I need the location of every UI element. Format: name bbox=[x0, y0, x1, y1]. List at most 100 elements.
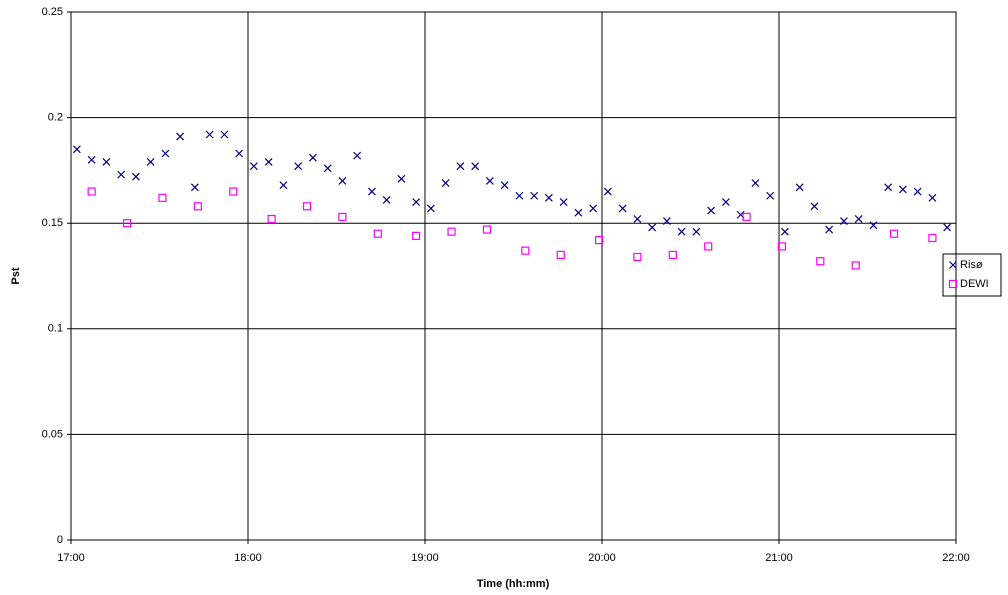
point bbox=[530, 191, 539, 200]
point bbox=[205, 130, 214, 139]
point bbox=[692, 227, 701, 236]
point bbox=[382, 196, 391, 204]
point bbox=[869, 221, 878, 230]
point bbox=[367, 187, 376, 196]
point bbox=[589, 204, 598, 213]
point bbox=[102, 158, 111, 166]
point bbox=[412, 198, 421, 207]
point bbox=[777, 242, 787, 251]
point bbox=[810, 202, 819, 211]
point bbox=[928, 193, 937, 202]
y-tick-label: 0.05 bbox=[42, 428, 63, 440]
point bbox=[447, 227, 456, 236]
x-tick-label: 21:00 bbox=[765, 552, 793, 564]
point bbox=[795, 183, 804, 192]
point bbox=[267, 214, 276, 224]
point bbox=[249, 162, 258, 171]
point bbox=[485, 177, 494, 185]
point bbox=[825, 225, 834, 234]
point bbox=[158, 193, 167, 202]
point bbox=[122, 219, 132, 228]
point bbox=[633, 215, 642, 223]
point bbox=[220, 130, 229, 139]
x-tick-label: 22:00 bbox=[942, 552, 970, 564]
point bbox=[373, 229, 382, 238]
point bbox=[884, 183, 893, 192]
x-axis-label: Time (hh:mm) bbox=[477, 578, 550, 590]
point bbox=[338, 177, 347, 185]
point bbox=[87, 187, 96, 196]
point bbox=[72, 145, 81, 154]
point bbox=[146, 158, 155, 166]
point bbox=[648, 223, 657, 232]
point bbox=[751, 179, 760, 187]
point bbox=[889, 229, 899, 238]
legend-marker bbox=[949, 261, 957, 269]
plot-area bbox=[70, 11, 957, 541]
point bbox=[294, 162, 303, 171]
point bbox=[308, 153, 317, 162]
x-tick-label: 20:00 bbox=[588, 552, 616, 564]
point bbox=[302, 202, 312, 211]
point bbox=[131, 172, 140, 181]
y-tick-label: 0 bbox=[57, 534, 63, 546]
point bbox=[426, 204, 435, 213]
point bbox=[913, 187, 922, 196]
x-tick-label: 19:00 bbox=[411, 552, 439, 564]
point bbox=[677, 227, 686, 236]
point bbox=[816, 257, 825, 266]
point bbox=[544, 193, 553, 202]
point bbox=[397, 174, 406, 183]
point bbox=[176, 132, 185, 141]
point bbox=[482, 225, 492, 234]
point bbox=[943, 223, 952, 232]
point bbox=[193, 202, 202, 211]
point bbox=[704, 242, 713, 251]
y-tick-label: 0.25 bbox=[42, 6, 63, 18]
y-axis-label: Pst bbox=[10, 267, 22, 284]
point bbox=[161, 149, 170, 158]
point bbox=[556, 250, 565, 259]
point bbox=[338, 212, 347, 221]
point bbox=[742, 212, 751, 221]
point bbox=[323, 164, 332, 173]
point bbox=[412, 231, 421, 240]
point bbox=[87, 155, 96, 164]
point bbox=[279, 181, 288, 190]
point bbox=[721, 198, 730, 207]
legend bbox=[942, 253, 1002, 297]
point bbox=[928, 233, 937, 243]
point bbox=[515, 191, 524, 200]
y-tick-label: 0.15 bbox=[42, 217, 63, 229]
point bbox=[190, 183, 199, 192]
point bbox=[898, 185, 907, 194]
y-tick-label: 0.1 bbox=[48, 323, 63, 335]
point bbox=[766, 191, 775, 200]
point bbox=[633, 252, 642, 262]
point bbox=[456, 162, 465, 171]
point bbox=[471, 162, 480, 171]
point bbox=[353, 151, 362, 160]
point bbox=[854, 215, 863, 223]
point bbox=[235, 149, 244, 158]
point bbox=[662, 217, 671, 226]
x-tick-label: 17:00 bbox=[57, 552, 85, 564]
point bbox=[594, 235, 604, 245]
point bbox=[618, 204, 627, 213]
point bbox=[603, 187, 612, 196]
y-tick-label: 0.2 bbox=[48, 112, 63, 124]
legend-marker bbox=[948, 279, 958, 289]
legend-label: DEWI bbox=[960, 278, 989, 290]
point bbox=[521, 246, 530, 255]
point bbox=[117, 170, 126, 179]
point bbox=[780, 227, 789, 236]
point bbox=[707, 206, 716, 215]
point bbox=[264, 158, 273, 166]
point bbox=[851, 261, 860, 270]
legend-label: Risø bbox=[960, 259, 983, 271]
x-tick-label: 18:00 bbox=[234, 552, 262, 564]
point bbox=[668, 250, 677, 259]
point bbox=[500, 181, 509, 190]
